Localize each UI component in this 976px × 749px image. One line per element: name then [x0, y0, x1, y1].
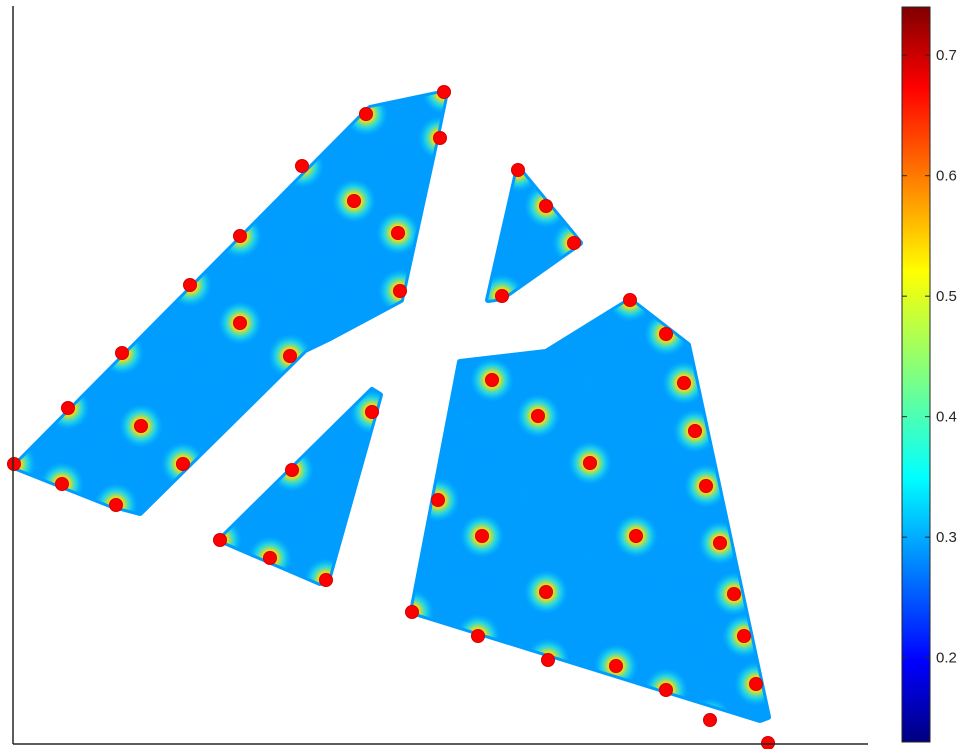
hotspot-marker: [703, 713, 717, 727]
hotspot-marker: [233, 316, 247, 330]
hotspot-marker: [431, 493, 445, 507]
hotspot-marker: [659, 327, 673, 341]
hotspot-marker: [539, 199, 553, 213]
colorbar-gradient: [901, 6, 931, 743]
colorbar-tick-label: 0.7: [936, 47, 957, 64]
hotspot-marker: [541, 653, 555, 667]
hotspot-marker: [609, 659, 623, 673]
hotspot-marker: [677, 376, 691, 390]
colorbar: 0.2 0.3 0.4 0.5 0.6 0.7: [901, 6, 957, 743]
hotspot-marker: [393, 284, 407, 298]
hotspot-marker: [699, 479, 713, 493]
hotspot-marker: [183, 278, 197, 292]
colorbar-tick-label: 0.4: [936, 409, 957, 426]
hotspot-marker: [623, 293, 637, 307]
hotspot-marker: [7, 457, 21, 471]
hotspot-marker: [295, 159, 309, 173]
hotspot-marker: [475, 529, 489, 543]
colorbar-tick-label: 0.5: [936, 288, 957, 305]
colorbar-tick-label: 0.6: [936, 168, 957, 185]
hotspot-marker: [134, 419, 148, 433]
hotspot-marker: [531, 409, 545, 423]
hotspot-marker: [213, 533, 227, 547]
hotspot-marker: [347, 194, 361, 208]
hotspot-marker: [567, 236, 581, 250]
hotspot-marker: [391, 226, 405, 240]
hotspot-marker: [285, 463, 299, 477]
hotspot-marker: [659, 683, 673, 697]
hotspot-marker: [283, 349, 297, 363]
hotspot-markers: [7, 85, 775, 749]
hotspot-marker: [511, 163, 525, 177]
hotspot-marker: [485, 373, 499, 387]
hotspot-marker: [688, 424, 702, 438]
colorbar-tick-label: 0.3: [936, 529, 957, 546]
hotspot-marker: [583, 456, 597, 470]
hotspot-marker: [737, 629, 751, 643]
hotspot-marker: [263, 551, 277, 565]
hotspot-marker: [233, 229, 247, 243]
hotspot-marker: [176, 457, 190, 471]
hotspot-marker: [55, 477, 69, 491]
hotspot-marker: [539, 585, 553, 599]
colorbar-ticks: 0.2 0.3 0.4 0.5 0.6 0.7: [902, 47, 957, 667]
hotspot-marker: [405, 605, 419, 619]
hotspot-marker: [713, 536, 727, 550]
hotspot-marker: [629, 529, 643, 543]
hotspot-marker: [437, 85, 451, 99]
hotspot-marker: [61, 401, 75, 415]
axes: [12, 6, 868, 745]
hotspot-marker: [495, 289, 509, 303]
hotspot-marker: [749, 677, 763, 691]
hotspot-marker: [115, 346, 129, 360]
hotspot-marker: [433, 131, 447, 145]
hotspot-marker: [727, 587, 741, 601]
hotspot-marker: [359, 107, 373, 121]
hotspot-marker: [365, 405, 379, 419]
colorbar-tick-label: 0.2: [936, 650, 957, 667]
hotspot-marker: [471, 629, 485, 643]
hotspot-marker: [761, 736, 775, 749]
hotspot-marker: [319, 573, 333, 587]
hotspot-marker: [109, 498, 123, 512]
